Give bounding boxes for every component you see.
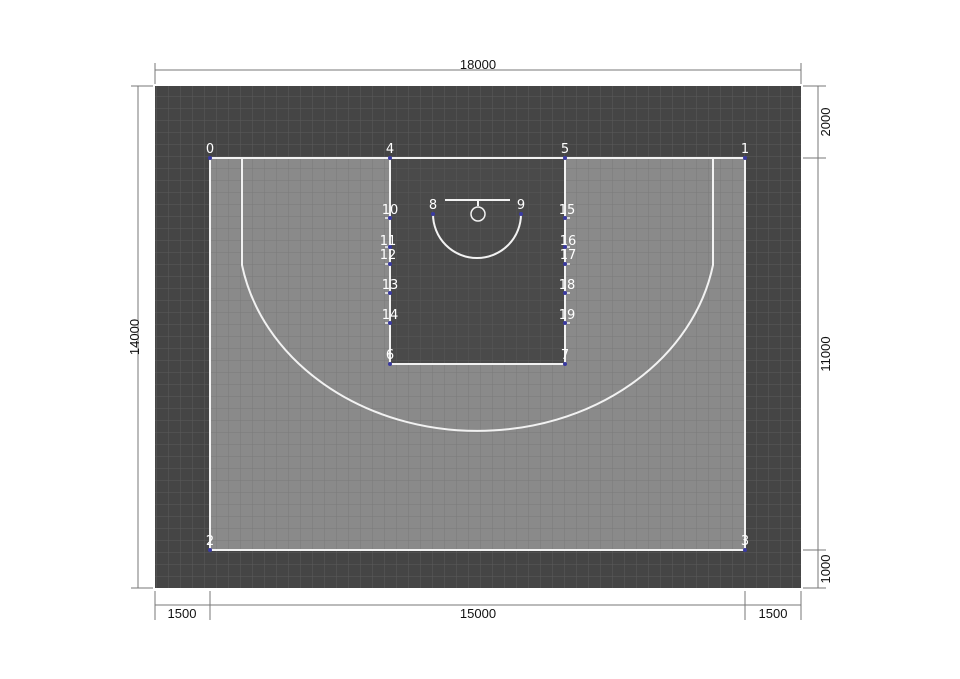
point-label-8: 8 xyxy=(429,198,437,213)
point-label-7: 7 xyxy=(561,348,569,363)
point-label-9: 9 xyxy=(517,198,525,213)
point-label-16: 16 xyxy=(560,234,577,249)
dim-left-height: 14000 xyxy=(127,319,142,355)
point-label-17: 17 xyxy=(560,248,577,263)
point-label-19: 19 xyxy=(559,308,576,323)
point-label-6: 6 xyxy=(386,348,394,363)
dim-right-middle: 11000 xyxy=(818,336,833,371)
point-label-3: 3 xyxy=(741,534,749,549)
point-label-0: 0 xyxy=(206,142,214,157)
point-label-18: 18 xyxy=(559,278,576,293)
point-label-5: 5 xyxy=(561,142,569,157)
point-label-2: 2 xyxy=(206,534,214,549)
point-label-13: 13 xyxy=(382,278,399,293)
dim-right-top: 2000 xyxy=(818,108,833,137)
dim-bottom-middle: 15000 xyxy=(460,606,496,621)
dim-right-bottom: 1000 xyxy=(818,555,833,584)
point-label-11: 11 xyxy=(380,234,397,249)
dim-bottom-left: 1500 xyxy=(168,606,197,621)
point-label-1: 1 xyxy=(741,142,749,157)
point-label-12: 12 xyxy=(380,248,397,263)
dim-top-width: 18000 xyxy=(460,57,496,72)
point-label-14: 14 xyxy=(382,308,399,323)
point-label-10: 10 xyxy=(382,203,399,218)
point-label-4: 4 xyxy=(386,142,394,157)
dim-bottom-right: 1500 xyxy=(759,606,788,621)
point-label-15: 15 xyxy=(559,203,576,218)
